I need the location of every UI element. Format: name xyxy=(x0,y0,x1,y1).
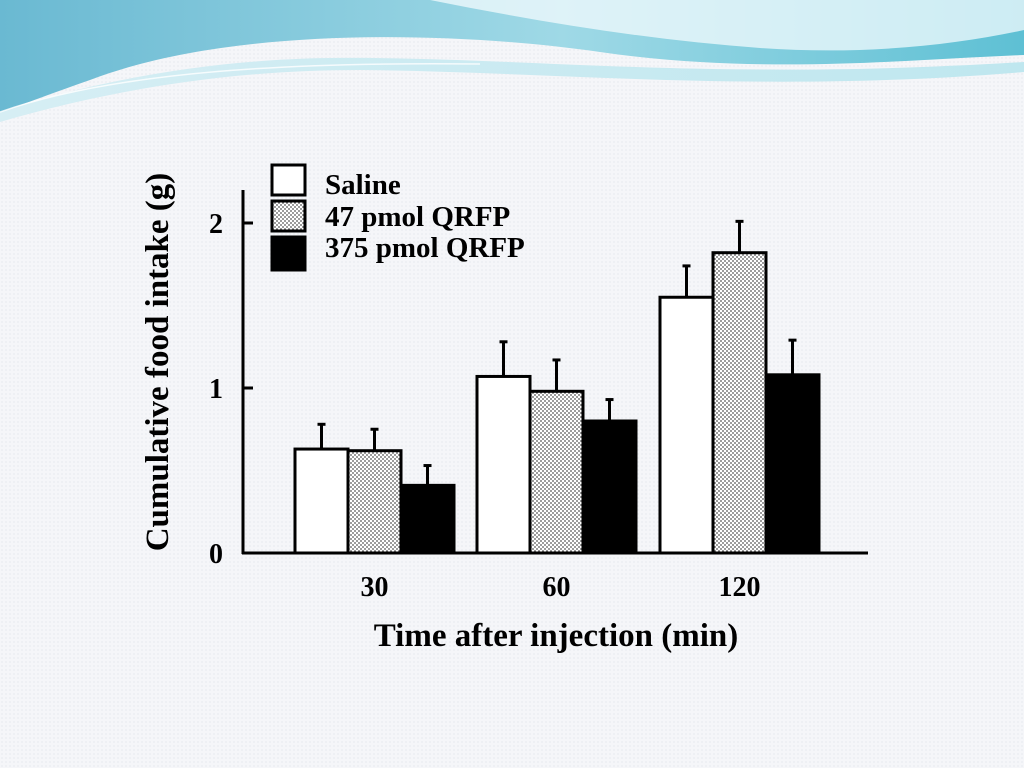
y-tick-label: 2 xyxy=(209,209,223,240)
bar xyxy=(293,447,350,555)
bar xyxy=(528,389,585,555)
wave-header-decoration xyxy=(0,0,1024,122)
legend-swatch-saline xyxy=(270,163,307,197)
legend-swatch-47-pmol xyxy=(270,199,307,233)
bar xyxy=(475,374,532,555)
y-tick-label: 0 xyxy=(209,539,223,570)
legend-label-47-pmol: 47 pmol QRFP xyxy=(325,201,510,233)
bar xyxy=(711,251,768,555)
x-tick-label: 30 xyxy=(361,572,389,603)
x-tick-label: 60 xyxy=(543,572,571,603)
legend-label-375-pmol: 375 pmol QRFP xyxy=(325,232,525,264)
legend-item-375-pmol: 375 pmol QRFP xyxy=(270,232,525,272)
legend-item-saline: Saline xyxy=(270,163,401,201)
x-axis-title: Time after injection (min) xyxy=(374,618,738,654)
y-tick-label: 1 xyxy=(209,374,223,405)
bar xyxy=(399,483,456,555)
y-axis-title: Cumulative food intake (g) xyxy=(140,173,176,552)
legend: Saline 47 pmol QRFP 375 pmol QRFP xyxy=(270,163,525,272)
bar xyxy=(346,449,403,555)
x-tick-label: 120 xyxy=(719,572,761,603)
plot-area: 0 1 2 30 60 120 xyxy=(209,190,868,603)
bar xyxy=(764,373,821,555)
legend-label-saline: Saline xyxy=(325,169,401,201)
legend-swatch-375-pmol xyxy=(270,235,307,272)
bar xyxy=(658,295,715,555)
legend-item-47-pmol: 47 pmol QRFP xyxy=(270,199,510,233)
bar xyxy=(581,419,638,555)
